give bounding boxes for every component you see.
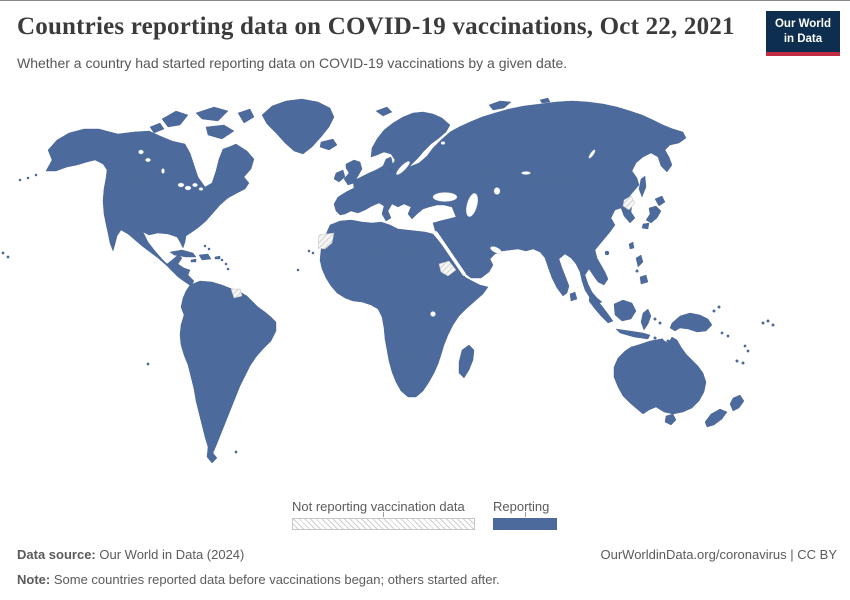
- island-madagascar[interactable]: [458, 344, 475, 379]
- island-taiwan[interactable]: [628, 241, 635, 250]
- islands-canadian-arctic[interactable]: [149, 106, 255, 140]
- footer-source-value: Our World in Data (2024): [99, 547, 245, 562]
- landmass-australia[interactable]: [613, 336, 707, 415]
- footer-note-value: Some countries reported data before vacc…: [53, 572, 500, 587]
- hatch-eritrea[interactable]: [438, 260, 457, 277]
- legend-swatch-not-reporting[interactable]: [292, 518, 475, 530]
- island-sakhalin[interactable]: [638, 175, 647, 198]
- islands-japan[interactable]: [641, 195, 666, 230]
- footer-data-source: Data source: Our World in Data (2024): [17, 547, 244, 562]
- owid-logo[interactable]: Our World in Data: [765, 11, 840, 56]
- not-reporting-hatched-regions[interactable]: [230, 195, 636, 299]
- country-borders: [106, 130, 635, 430]
- hatch-french-guiana[interactable]: [230, 288, 243, 299]
- landmass-north-america[interactable]: [45, 128, 255, 287]
- reporting-countries[interactable]: [1, 97, 775, 464]
- lakes-and-seas: [138, 141, 596, 317]
- island-iceland[interactable]: [319, 138, 338, 151]
- legend-label-reporting: Reporting: [493, 499, 550, 514]
- legend-tick: [383, 512, 384, 517]
- hatch-western-sahara[interactable]: [317, 232, 335, 250]
- page-title: Countries reporting data on COVID-19 vac…: [17, 13, 735, 40]
- landmass-scandinavia[interactable]: [370, 111, 451, 183]
- island-ireland[interactable]: [333, 169, 346, 183]
- legend-item-not-reporting[interactable]: Not reporting vaccination data: [292, 499, 475, 530]
- landmass-eurasia[interactable]: [333, 100, 687, 305]
- legend-item-reporting[interactable]: Reporting: [493, 499, 557, 530]
- legend-swatch-reporting[interactable]: [493, 518, 557, 530]
- footer-note-label: Note:: [17, 572, 51, 587]
- island-new-guinea[interactable]: [669, 312, 713, 333]
- island-tasmania[interactable]: [664, 413, 677, 426]
- islands-philippines[interactable]: [635, 254, 649, 285]
- page-subtitle: Whether a country had started reporting …: [17, 55, 568, 71]
- islands-arctic-russia[interactable]: [375, 97, 551, 117]
- island-sri-lanka[interactable]: [569, 291, 578, 302]
- landmass-south-america[interactable]: [179, 280, 277, 464]
- islands-falkland: [234, 450, 238, 454]
- footer-source-label: Data source:: [17, 547, 96, 562]
- islands-indonesia[interactable]: [588, 293, 652, 340]
- footer-note: Note: Some countries reported data befor…: [17, 572, 500, 587]
- legend-label-not-reporting: Not reporting vaccination data: [292, 499, 465, 514]
- island-greenland[interactable]: [261, 98, 335, 155]
- islands-new-zealand[interactable]: [704, 394, 745, 428]
- footer-link[interactable]: OurWorldinData.org/coronavirus | CC BY: [600, 547, 837, 562]
- islands-caribbean[interactable]: [169, 249, 221, 263]
- owid-logo-line1: Our World: [774, 18, 831, 30]
- hatch-north-korea[interactable]: [622, 195, 636, 211]
- island-hainan: [604, 250, 610, 256]
- islands-galapagos: [146, 362, 150, 366]
- legend-tick: [525, 512, 526, 517]
- owid-logo-line2: in Data: [783, 32, 823, 45]
